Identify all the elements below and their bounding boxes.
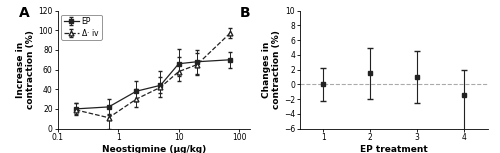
Y-axis label: Increase in
contraction (%): Increase in contraction (%) (16, 30, 36, 109)
Text: B: B (240, 6, 250, 20)
Text: A: A (19, 6, 30, 20)
Y-axis label: Changes in
contraction (%): Changes in contraction (%) (262, 30, 281, 109)
Legend: EP, $\Delta$· iv: EP, $\Delta$· iv (62, 15, 102, 40)
X-axis label: Neostigmine (μg/kg): Neostigmine (μg/kg) (102, 145, 206, 153)
X-axis label: EP treatment: EP treatment (360, 145, 428, 153)
